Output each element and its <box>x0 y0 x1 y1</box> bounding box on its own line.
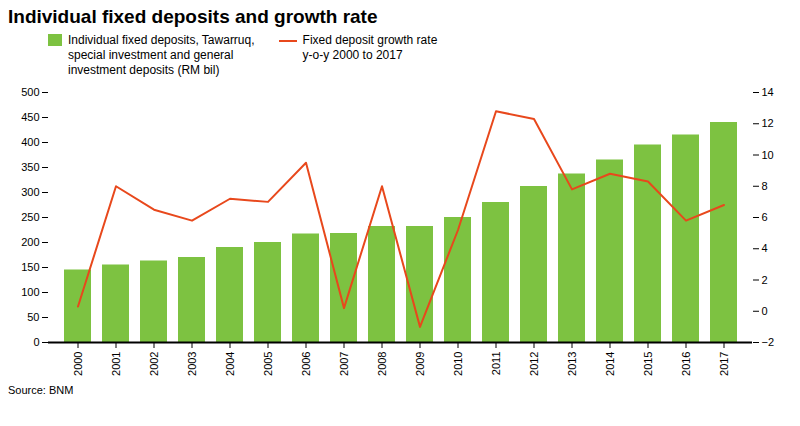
svg-text:2002: 2002 <box>148 351 160 375</box>
svg-text:0: 0 <box>762 305 768 317</box>
html-text:Individual fixed deposits and: Individual fixed deposits and growth rat… <box>8 6 378 27</box>
svg-text:2015: 2015 <box>642 351 654 375</box>
svg-text:100: 100 <box>21 286 39 298</box>
svg-text:450: 450 <box>21 111 39 123</box>
svg-text:−2: −2 <box>762 336 775 348</box>
svg-text:2004: 2004 <box>224 351 236 375</box>
svg-text:14: 14 <box>762 86 774 98</box>
svg-text:50: 50 <box>27 311 39 323</box>
svg-text:2012: 2012 <box>528 351 540 375</box>
svg-text:200: 200 <box>21 236 39 248</box>
svg-text:350: 350 <box>21 161 39 173</box>
svg-text:2008: 2008 <box>376 351 388 375</box>
svg-text:2010: 2010 <box>452 351 464 375</box>
svg-text:2013: 2013 <box>566 351 578 375</box>
svg-text:2011: 2011 <box>490 351 502 375</box>
svg-text:2014: 2014 <box>604 351 616 375</box>
svg-text:300: 300 <box>21 186 39 198</box>
svg-text:8: 8 <box>762 180 768 192</box>
html-text:Individual fixed deposits, Taw: Individual fixed deposits, Tawarruq, spe… <box>68 32 255 77</box>
html-text:Source: BNM: Source: BNM <box>8 383 74 396</box>
svg-text:2: 2 <box>762 273 768 285</box>
svg-text:250: 250 <box>21 211 39 223</box>
svg-text:2006: 2006 <box>300 351 312 375</box>
svg-text:400: 400 <box>21 136 39 148</box>
svg-text:2000: 2000 <box>72 351 84 375</box>
svg-text:6: 6 <box>762 211 768 223</box>
html-text:Fixed deposit growth rate y-o-: Fixed deposit growth rate y-o-y 2000 to … <box>302 32 438 62</box>
svg-text:2003: 2003 <box>186 351 198 375</box>
svg-text:2005: 2005 <box>262 351 274 375</box>
svg-text:500: 500 <box>21 86 39 98</box>
svg-text:2016: 2016 <box>680 351 692 375</box>
svg-text:2001: 2001 <box>110 351 122 375</box>
svg-text:4: 4 <box>762 242 768 254</box>
svg-text:12: 12 <box>762 117 774 129</box>
svg-text:2009: 2009 <box>414 351 426 375</box>
svg-text:150: 150 <box>21 261 39 273</box>
svg-text:0: 0 <box>33 336 39 348</box>
svg-text:10: 10 <box>762 148 774 160</box>
svg-text:2007: 2007 <box>338 351 350 375</box>
svg-text:2017: 2017 <box>718 351 730 375</box>
